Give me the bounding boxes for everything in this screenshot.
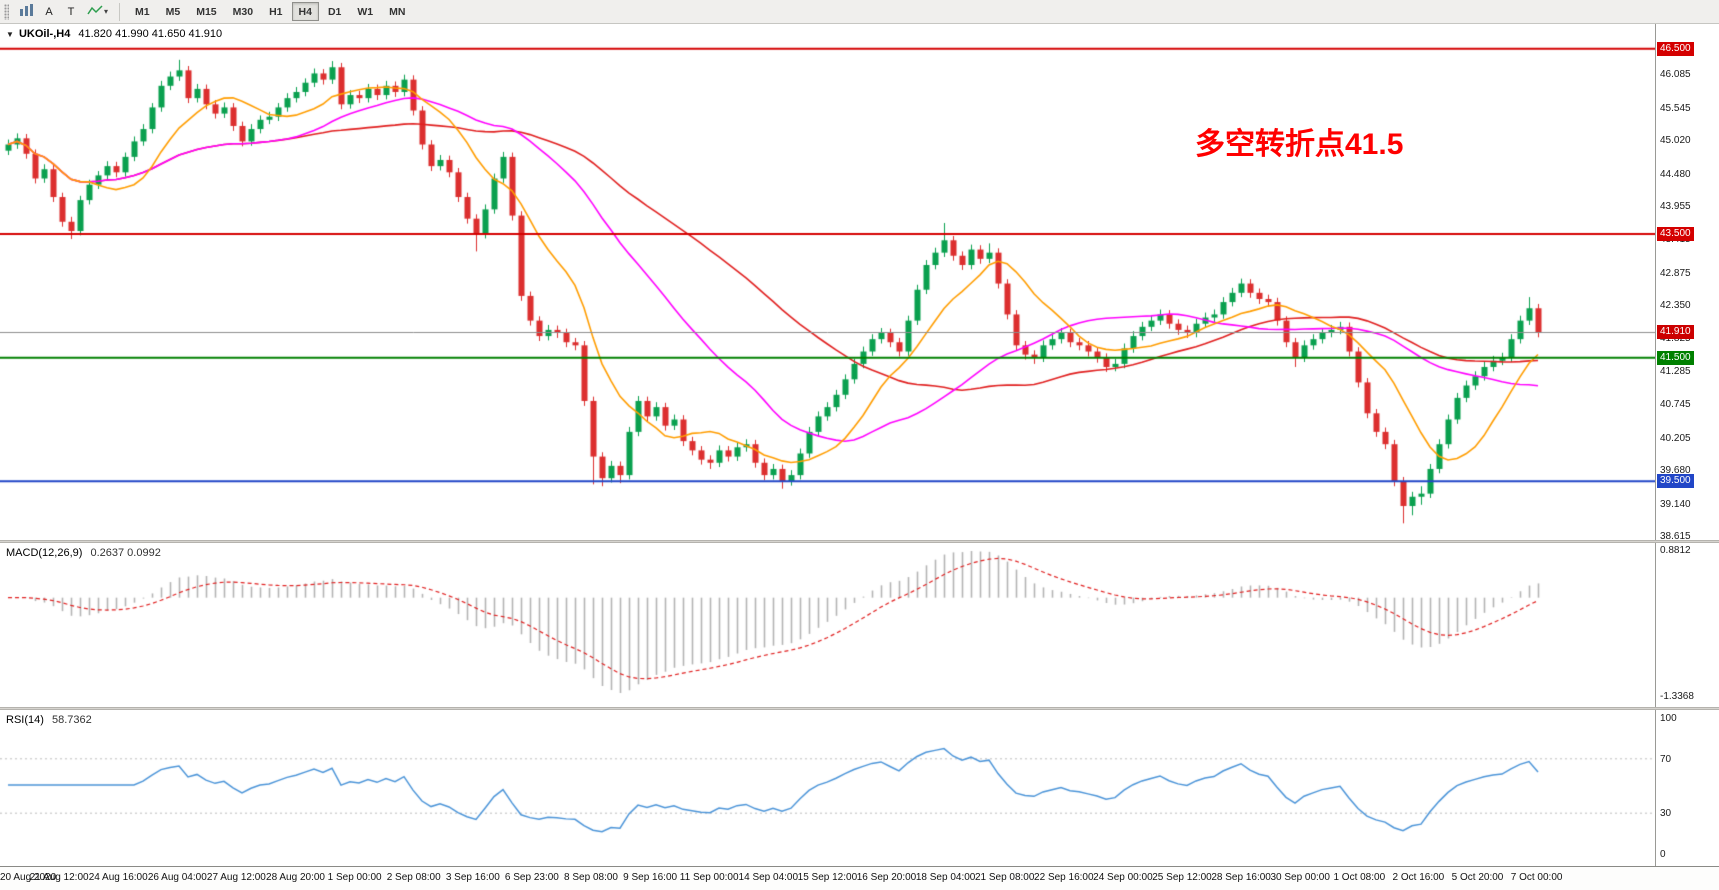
time-label: 30 Sep 00:00: [1270, 872, 1330, 883]
rsi-value: 58.7362: [51, 714, 92, 726]
time-label: 3 Sep 16:00: [445, 872, 500, 883]
macd-scale-max: 0.8812: [1660, 545, 1691, 556]
time-label: 6 Sep 23:00: [504, 872, 559, 883]
chart-title: ▼ UKOil-,H4 41.820 41.990 41.650 41.910: [6, 28, 222, 40]
price-badge: 43.500: [1657, 227, 1694, 242]
rsi-scale-label: 70: [1660, 753, 1672, 765]
macd-panel: MACD(12,26,9) 0.2637 0.0992 0.8812 -1.336…: [0, 543, 1719, 707]
price-badge: 46.500: [1657, 41, 1694, 56]
main-chart-canvas[interactable]: [0, 24, 1655, 540]
price-badge: 41.500: [1657, 350, 1694, 365]
toolbar-separator: [119, 2, 121, 21]
price-label: 44.480: [1660, 168, 1691, 180]
time-label: 9 Sep 16:00: [623, 872, 678, 883]
panel-separator[interactable]: [0, 540, 1719, 543]
price-label: 41.285: [1660, 365, 1691, 377]
timeframe-h1[interactable]: H1: [262, 2, 289, 21]
time-label: 5 Oct 20:00: [1451, 872, 1504, 883]
chart-ohlc-values: 41.820 41.990 41.650 41.910: [78, 28, 223, 40]
timeframe-w1[interactable]: W1: [350, 2, 380, 21]
main-chart-panel: ▼ UKOil-,H4 41.820 41.990 41.650 41.910 …: [0, 24, 1719, 542]
price-label: 38.615: [1660, 530, 1691, 542]
price-badge: 39.500: [1657, 474, 1694, 489]
caret-down-icon: ▾: [104, 7, 109, 16]
chart-annotation[interactable]: 多空转折点41.5: [1195, 128, 1404, 161]
time-label: 25 Sep 12:00: [1152, 872, 1212, 883]
time-axis[interactable]: 20 Aug 2020 21 Aug 12:00 24 Aug 16:00 26 Au…: [0, 866, 1719, 890]
time-label: 20 Aug 2020: [0, 872, 57, 883]
time-label: 1 Sep 00:00: [327, 872, 382, 883]
time-label: 2 Oct 16:00: [1392, 872, 1445, 883]
time-label: 11 Sep 00:00: [679, 872, 739, 883]
chart-bars-icon-button[interactable]: [15, 2, 37, 22]
time-label: 2 Sep 08:00: [386, 872, 441, 883]
price-label: 40.745: [1660, 399, 1691, 411]
rsi-scale-label: 100: [1660, 713, 1677, 724]
time-label: 22 Sep 16:00: [1034, 872, 1094, 883]
macd-values: 0.2637 0.0992: [90, 547, 161, 559]
price-label: 39.140: [1660, 498, 1691, 510]
time-label: 15 Sep 12:00: [797, 872, 858, 883]
price-label: 46.085: [1660, 69, 1691, 81]
macd-name: MACD(12,26,9): [6, 547, 83, 559]
time-label: 16 Sep 20:00: [856, 872, 917, 883]
time-label: 28 Aug 20:00: [266, 872, 325, 883]
time-label: 7 Oct 00:00: [1510, 872, 1563, 883]
rsi-name: RSI(14): [6, 714, 44, 726]
timeframe-d1[interactable]: D1: [321, 2, 348, 21]
rsi-axis[interactable]: 100 70 30 0: [1655, 710, 1719, 866]
chart-bars-icon: [19, 3, 33, 20]
panel-separator[interactable]: [0, 707, 1719, 710]
time-label: 14 Sep 04:00: [738, 872, 799, 883]
time-label: 28 Sep 16:00: [1211, 872, 1271, 883]
price-label: 42.350: [1660, 300, 1691, 312]
zigzag-icon: [87, 4, 103, 20]
macd-scale-min: -1.3368: [1660, 691, 1694, 702]
rsi-scale-label: 0: [1660, 849, 1666, 860]
price-label: 45.020: [1660, 135, 1691, 147]
timeframe-group: M1 M5 M15 M30 H1 H4 D1 W1 MN: [127, 2, 413, 21]
rsi-panel: RSI(14) 58.7362 100 70 30 0: [0, 710, 1719, 866]
time-label: 27 Aug 12:00: [206, 872, 266, 883]
price-label: 42.875: [1660, 267, 1691, 279]
timeframe-mn[interactable]: MN: [382, 2, 412, 21]
time-label: 21 Sep 08:00: [974, 872, 1035, 883]
macd-axis[interactable]: 0.8812 -1.3368: [1655, 543, 1719, 707]
toolbar-grip[interactable]: [4, 3, 9, 20]
price-axis[interactable]: 46.08545.54545.02044.48043.95543.41542.8…: [1655, 24, 1719, 542]
toolbar: A T ▾ M1 M5 M15 M30 H1 H4 D1 W1 MN: [0, 0, 1719, 24]
timeframe-m1[interactable]: M1: [128, 2, 157, 21]
chart-symbol: UKOil-,H4: [18, 28, 71, 40]
timeframe-m15[interactable]: M15: [189, 2, 223, 21]
chevron-down-icon[interactable]: ▼: [6, 30, 14, 39]
time-label: 24 Aug 16:00: [88, 872, 148, 883]
letter-a-button[interactable]: A: [39, 2, 59, 22]
indicator-dropdown-button[interactable]: ▾: [83, 2, 112, 22]
time-label: 21 Aug 12:00: [29, 872, 89, 883]
time-label: 1 Oct 08:00: [1333, 872, 1386, 883]
macd-canvas[interactable]: [0, 543, 1655, 707]
rsi-label: RSI(14) 58.7362: [6, 714, 92, 726]
rsi-scale-label: 30: [1660, 808, 1672, 820]
time-label: 24 Sep 00:00: [1093, 872, 1153, 883]
price-label: 39.680: [1660, 465, 1691, 477]
timeframe-m30[interactable]: M30: [226, 2, 260, 21]
time-label: 26 Aug 04:00: [147, 872, 207, 883]
letter-t-button[interactable]: T: [61, 2, 81, 22]
price-label: 43.955: [1660, 200, 1691, 212]
price-badge: 41.910: [1657, 325, 1694, 340]
macd-label: MACD(12,26,9) 0.2637 0.0992: [6, 547, 161, 559]
price-label: 45.545: [1660, 102, 1691, 114]
time-label: 18 Sep 04:00: [915, 872, 976, 883]
timeframe-m5[interactable]: M5: [159, 2, 188, 21]
time-label: 8 Sep 08:00: [564, 872, 618, 883]
price-label: 40.205: [1660, 432, 1691, 444]
rsi-canvas[interactable]: [0, 710, 1655, 866]
timeframe-h4[interactable]: H4: [291, 2, 319, 21]
